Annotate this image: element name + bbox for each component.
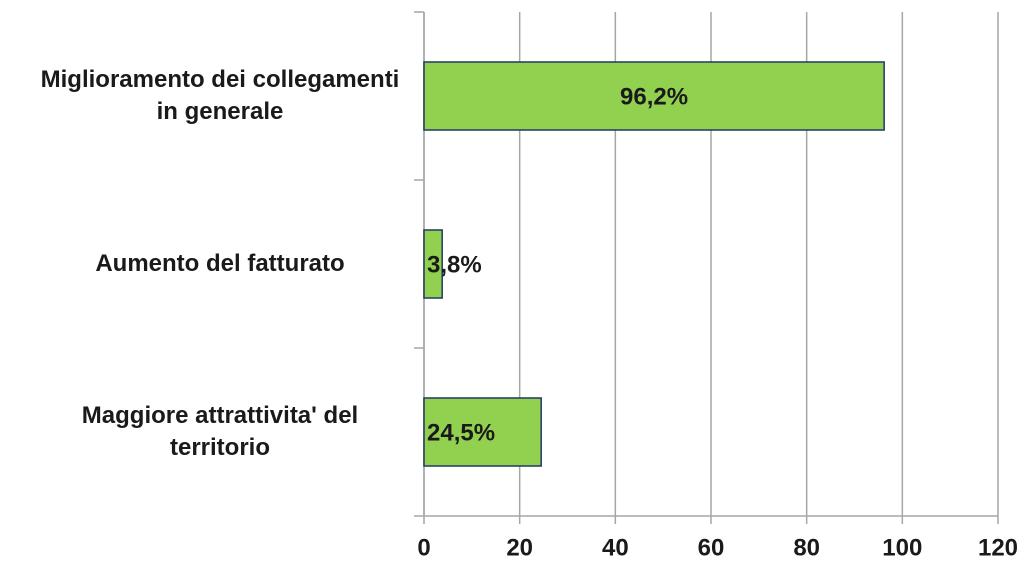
category-label-box: Miglioramento dei collegamenti in genera… bbox=[40, 66, 400, 125]
x-tick-label: 120 bbox=[978, 534, 1018, 561]
data-label: 24,5% bbox=[427, 419, 495, 446]
x-tick-label: 20 bbox=[506, 534, 533, 561]
x-tick-label: 0 bbox=[417, 534, 430, 561]
x-tick-label: 80 bbox=[793, 534, 820, 561]
x-tick-label: 60 bbox=[698, 534, 725, 561]
y-tick-label: Maggiore attrattivita' del territorio bbox=[81, 402, 359, 461]
y-tick-label: Aumento del fatturato bbox=[95, 250, 345, 277]
bar bbox=[423, 61, 885, 131]
category-label-box: Maggiore attrattivita' del territorio bbox=[81, 402, 359, 461]
data-label: 96,2% bbox=[620, 83, 688, 110]
x-tick-label: 40 bbox=[602, 534, 629, 561]
y-tick-label: Miglioramento dei collegamenti in genera… bbox=[40, 66, 400, 125]
data-label: 3,8% bbox=[427, 251, 482, 278]
category-label-box: Aumento del fatturato bbox=[95, 250, 345, 277]
bar bbox=[423, 397, 542, 467]
x-tick-label: 100 bbox=[882, 534, 922, 561]
bar bbox=[423, 229, 443, 299]
